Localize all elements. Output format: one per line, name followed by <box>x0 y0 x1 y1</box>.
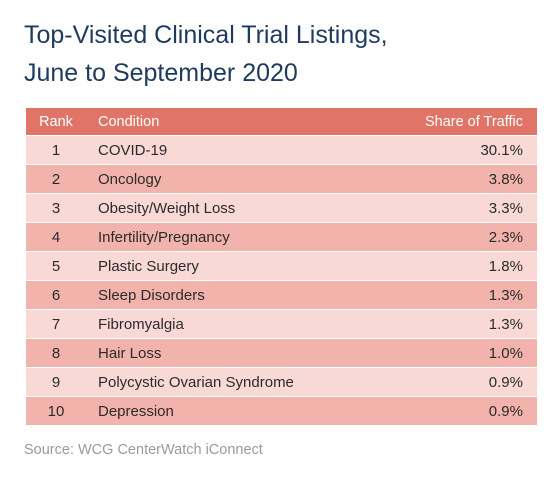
condition-cell: Oncology <box>98 170 162 188</box>
condition-cell: COVID-19 <box>98 141 168 159</box>
share-cell: 0.9% <box>488 373 523 391</box>
share-cell: 1.8% <box>488 257 523 275</box>
rank-cell: 8 <box>51 344 61 362</box>
header-condition: Condition <box>98 113 160 130</box>
table-row: 8 Hair Loss 1.0% <box>26 339 537 368</box>
table-row: 3 Obesity/Weight Loss 3.3% <box>26 194 537 223</box>
condition-cell: Fibromyalgia <box>98 315 184 333</box>
share-cell: 1.3% <box>488 286 523 304</box>
rank-cell: 9 <box>51 373 61 391</box>
table-row: 1 COVID-19 30.1% <box>26 136 537 165</box>
share-cell: 2.3% <box>488 228 523 246</box>
header-rank: Rank <box>39 113 73 130</box>
traffic-table: Rank Condition Share of Traffic 1 COVID-1… <box>26 108 537 426</box>
condition-cell: Hair Loss <box>98 344 162 362</box>
chart-title-line-2: June to September 2020 <box>24 59 298 87</box>
condition-cell: Infertility/Pregnancy <box>98 228 230 246</box>
share-cell: 3.8% <box>488 170 523 188</box>
rank-cell: 6 <box>51 286 61 304</box>
share-cell: 1.3% <box>488 315 523 333</box>
condition-cell: Sleep Disorders <box>98 286 205 304</box>
source-note: Source: WCG CenterWatch iConnect <box>24 442 263 458</box>
condition-cell: Depression <box>98 402 174 420</box>
chart-title-line-1: Top-Visited Clinical Trial Listings, <box>24 21 388 49</box>
table-body: 1 COVID-19 30.1% 2 Oncology 3.8% 3 Obesity/Weig… <box>26 136 537 426</box>
condition-cell: Polycystic Ovarian Syndrome <box>98 373 294 391</box>
condition-cell: Obesity/Weight Loss <box>98 199 236 217</box>
table-header-row: Rank Condition Share of Traffic <box>26 108 537 136</box>
table-row: 9 Polycystic Ovarian Syndrome 0.9% <box>26 368 537 397</box>
chart-title: Top-Visited Clinical Trial Listings, Jun… <box>24 16 388 92</box>
table-row: 10 Depression 0.9% <box>26 397 537 426</box>
rank-cell: 2 <box>51 170 61 188</box>
rank-cell: 5 <box>51 257 61 275</box>
header-share: Share of Traffic <box>424 113 523 130</box>
table-row: 7 Fibromyalgia 1.3% <box>26 310 537 339</box>
rank-cell: 7 <box>51 315 61 333</box>
condition-cell: Plastic Surgery <box>98 257 199 275</box>
table-row: 4 Infertility/Pregnancy 2.3% <box>26 223 537 252</box>
share-cell: 1.0% <box>488 344 523 362</box>
table-row: 6 Sleep Disorders 1.3% <box>26 281 537 310</box>
share-cell: 30.1% <box>480 141 523 159</box>
table-row: 2 Oncology 3.8% <box>26 165 537 194</box>
rank-cell: 4 <box>51 228 61 246</box>
rank-cell: 3 <box>51 199 61 217</box>
share-cell: 0.9% <box>488 402 523 420</box>
rank-cell: 1 <box>51 141 61 159</box>
rank-cell: 10 <box>47 402 65 420</box>
table-row: 5 Plastic Surgery 1.8% <box>26 252 537 281</box>
share-cell: 3.3% <box>488 199 523 217</box>
